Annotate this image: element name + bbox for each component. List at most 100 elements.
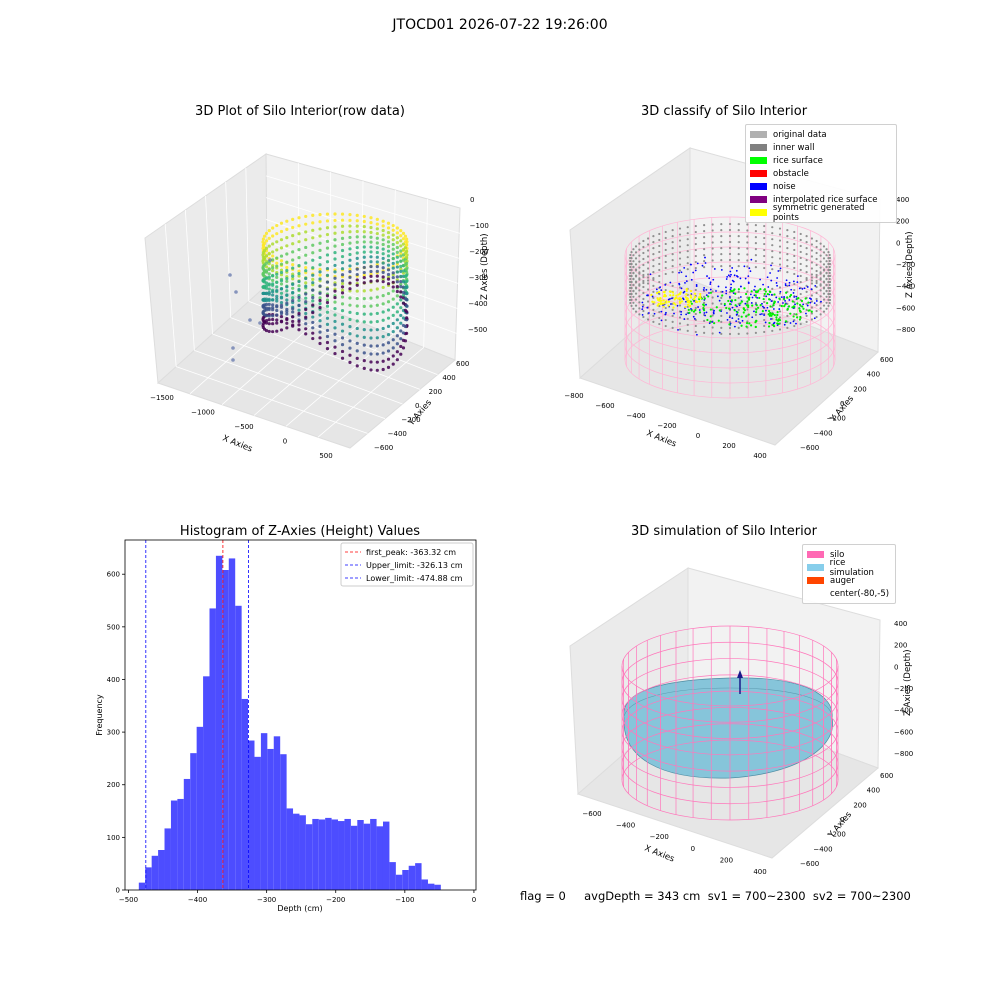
- inner-wall-point: [652, 277, 655, 280]
- inner-wall-point: [778, 245, 782, 248]
- data-point: [297, 295, 301, 300]
- data-point: [355, 246, 359, 250]
- z-tick-label: −800: [894, 750, 913, 758]
- inner-wall-point: [827, 268, 830, 272]
- data-point: [401, 338, 406, 342]
- data-point: [318, 277, 322, 281]
- data-point: [297, 216, 301, 220]
- data-point: [369, 245, 373, 249]
- data-point: [271, 306, 275, 310]
- inner-wall-point: [664, 230, 667, 234]
- inner-wall-point: [642, 285, 645, 289]
- inner-wall-point: [652, 271, 655, 274]
- histogram-bars: [138, 555, 441, 890]
- data-point: [279, 295, 284, 299]
- data-point: [395, 245, 399, 250]
- legend-entry: original data: [750, 128, 892, 141]
- data-point: [325, 334, 330, 339]
- data-point: [399, 249, 403, 253]
- data-point: [391, 362, 395, 366]
- inner-wall-point: [664, 248, 667, 252]
- noise-point: [736, 275, 738, 277]
- inner-wall-point: [646, 243, 650, 246]
- noise-point: [705, 294, 708, 296]
- noise-point: [751, 296, 754, 299]
- inner-wall-point: [711, 253, 714, 256]
- data-point: [348, 224, 352, 228]
- data-point: [401, 237, 406, 241]
- data-point: [395, 241, 399, 245]
- noise-point: [695, 284, 698, 286]
- inner-wall-point: [828, 277, 831, 281]
- noise-point: [792, 292, 795, 294]
- data-point: [318, 263, 322, 267]
- inner-wall-point: [763, 224, 766, 228]
- z-tick-label: −200: [469, 248, 488, 256]
- inner-wall-point: [720, 314, 723, 317]
- noise-point: [718, 299, 721, 302]
- inner-wall-point: [711, 308, 714, 311]
- inner-wall-point: [737, 241, 740, 244]
- data-point: [362, 265, 366, 270]
- inner-wall-point: [642, 297, 645, 301]
- data-point: [279, 254, 284, 258]
- noise-point: [646, 306, 649, 309]
- data-point: [348, 258, 352, 262]
- inner-wall-point: [728, 222, 732, 226]
- noise-point: [660, 319, 663, 322]
- inner-wall-point: [694, 330, 697, 334]
- symmetric-generated-point: [688, 299, 691, 303]
- y-tick-label: 0: [415, 402, 419, 410]
- data-point: [271, 317, 275, 322]
- rice-surface-point: [709, 320, 712, 323]
- inner-wall-point: [828, 301, 831, 305]
- data-point: [375, 295, 379, 299]
- rice-surface-point: [754, 294, 757, 297]
- inner-wall-point: [754, 260, 757, 263]
- histogram-bar: [402, 870, 409, 890]
- simulation-3d-plot: X Axies Y Axies Z Axies (Depth) −600−400…: [569, 567, 913, 876]
- inner-wall-point: [728, 258, 732, 262]
- inner-wall-point: [746, 320, 749, 323]
- data-point: [381, 359, 385, 363]
- data-point: [311, 315, 315, 319]
- inner-wall-point: [793, 282, 796, 286]
- data-point: [399, 290, 403, 294]
- data-point: [355, 334, 359, 338]
- data-point: [304, 311, 308, 316]
- data-point: [381, 224, 385, 228]
- rice-surface-point: [706, 318, 709, 322]
- inner-wall-point: [638, 289, 641, 292]
- data-point: [405, 304, 409, 308]
- data-point: [311, 273, 315, 277]
- histogram-bar: [138, 882, 146, 890]
- rice-surface-point: [807, 309, 810, 312]
- data-point: [333, 244, 337, 248]
- data-point: [381, 285, 385, 290]
- noise-point: [770, 264, 772, 267]
- x-tick-label: −600: [582, 810, 601, 818]
- rice-surface-point: [792, 315, 795, 318]
- inner-wall-point: [634, 251, 638, 254]
- noise-point: [664, 283, 667, 286]
- inner-wall-point: [703, 295, 706, 298]
- data-point: [381, 270, 385, 274]
- y-tick-label: 600: [107, 571, 120, 579]
- inner-wall-point: [646, 261, 650, 264]
- inner-wall-point: [763, 230, 766, 234]
- inner-wall-point: [825, 278, 828, 281]
- noise-point: [702, 289, 705, 291]
- data-point: [264, 306, 269, 310]
- y-tick-label: 600: [456, 360, 469, 368]
- data-point: [395, 255, 399, 259]
- noise-point: [806, 304, 809, 307]
- inner-wall-point: [686, 329, 689, 332]
- inner-wall-point: [703, 331, 706, 334]
- y-tick-label: 600: [880, 772, 893, 780]
- rice-surface-point: [730, 299, 734, 302]
- symmetric-generated-point: [656, 304, 659, 307]
- inner-wall-point: [786, 259, 789, 262]
- data-point: [395, 326, 399, 330]
